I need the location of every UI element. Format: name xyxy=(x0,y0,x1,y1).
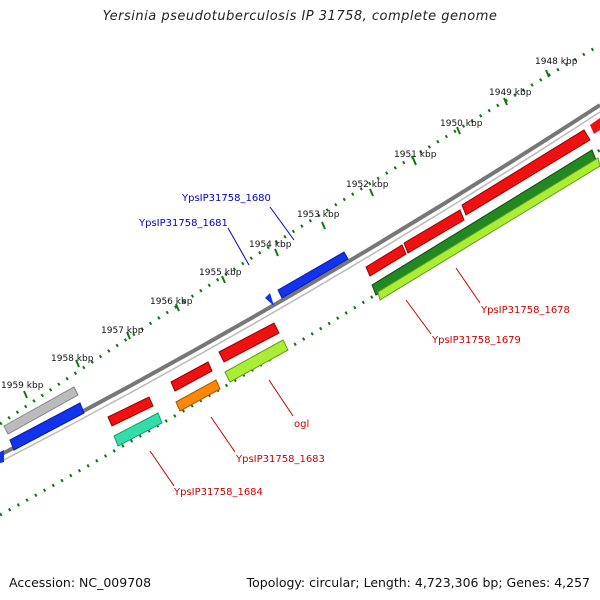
gene-label-1679[interactable]: YpsIP31758_1679 xyxy=(431,335,521,346)
backbone-inner xyxy=(0,111,600,463)
gene-arrow-red-6[interactable] xyxy=(170,361,213,392)
tick-mark xyxy=(274,248,279,257)
tick-mark xyxy=(221,275,226,284)
tick-label-1953: 1953 kbp xyxy=(297,210,340,220)
tick-mark xyxy=(321,221,326,230)
gene-arrow-blue-small[interactable] xyxy=(265,293,274,306)
outer-scale-track xyxy=(0,43,600,426)
gene-label-1684[interactable]: YpsIP31758_1684 xyxy=(173,487,263,498)
leader-1681 xyxy=(227,227,250,266)
gene-arrow-lime[interactable] xyxy=(377,157,600,301)
tick-label-1950: 1950 kbp xyxy=(440,119,483,129)
gene-arrow-red-7[interactable] xyxy=(107,396,154,427)
gene-arrow-red-4[interactable] xyxy=(590,118,600,134)
gene-arrow-dark-green[interactable] xyxy=(371,149,597,296)
gene-arrow-blue-large[interactable] xyxy=(9,402,85,451)
tick-mark xyxy=(175,303,180,312)
gene-arrow-blue-edge[interactable] xyxy=(0,450,4,463)
tick-label-1954: 1954 kbp xyxy=(249,240,292,250)
tick-mark xyxy=(369,188,374,197)
tick-marks xyxy=(23,69,550,399)
gene-arrow-blue[interactable] xyxy=(277,251,349,299)
lower-strand-genes xyxy=(113,149,600,447)
tick-label-1952: 1952 kbp xyxy=(346,180,389,190)
gene-arrow-gray[interactable] xyxy=(3,386,79,435)
leader-1678 xyxy=(455,267,481,304)
gene-arrow-mint[interactable] xyxy=(113,412,163,447)
tick-mark xyxy=(75,359,80,368)
tick-mark xyxy=(23,390,28,399)
gene-arrow-orange[interactable] xyxy=(175,379,221,412)
gene-arrow-red-1[interactable] xyxy=(365,244,407,277)
leader-1683 xyxy=(210,416,236,453)
leader-ogl xyxy=(268,379,294,417)
leader-1684 xyxy=(149,450,175,487)
gene-label-1681[interactable]: YpsIP31758_1681 xyxy=(138,218,228,229)
gene-label-ogl[interactable]: ogl xyxy=(294,419,309,430)
gene-arrow-lime-2[interactable] xyxy=(224,339,289,383)
accession-label: Accession: NC_009708 xyxy=(9,575,152,590)
genome-summary: Topology: circular; Length: 4,723,306 bp… xyxy=(246,575,590,590)
tick-label-1955: 1955 kbp xyxy=(199,268,242,278)
gene-arrow-red-3[interactable] xyxy=(461,129,591,216)
tick-mark xyxy=(503,97,508,106)
leader-1680 xyxy=(269,206,295,241)
tick-label-1957: 1957 kbp xyxy=(101,326,144,336)
tick-mark xyxy=(126,331,131,340)
gene-label-1683[interactable]: YpsIP31758_1683 xyxy=(235,454,325,465)
tick-mark xyxy=(545,69,550,78)
upper-strand-genes xyxy=(0,118,600,463)
gene-arrow-red-5[interactable] xyxy=(218,322,280,363)
genome-title: Yersinia pseudotuberculosis IP 31758, co… xyxy=(102,9,498,24)
tick-label-1949: 1949 kbp xyxy=(489,88,532,98)
tick-mark xyxy=(456,126,461,135)
tick-label-1959: 1959 kbp xyxy=(1,381,44,391)
backbone-outer xyxy=(0,103,600,457)
tick-label-1951: 1951 kbp xyxy=(394,150,437,160)
gene-arrow-red-2[interactable] xyxy=(403,209,465,254)
leader-1679 xyxy=(405,299,432,335)
tick-label-1948: 1948 kbp xyxy=(535,57,578,67)
tick-label-1958: 1958 kbp xyxy=(51,354,94,364)
gene-label-1680[interactable]: YpsIP31758_1680 xyxy=(181,193,271,204)
tick-label-1956: 1956 kbp xyxy=(150,297,193,307)
gene-label-1678[interactable]: YpsIP31758_1678 xyxy=(480,305,570,316)
tick-mark xyxy=(412,157,417,166)
